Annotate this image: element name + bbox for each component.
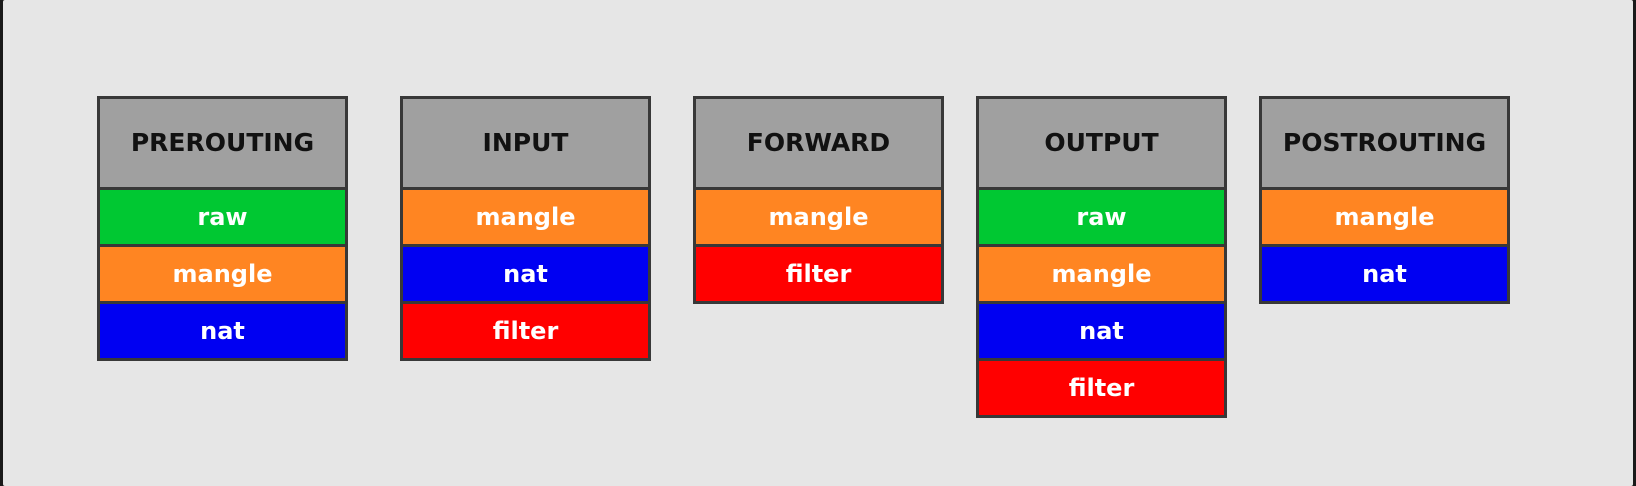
chain-input: INPUT mangle nat filter [400,96,651,361]
table-filter: filter [696,247,941,301]
table-filter: filter [979,361,1224,415]
table-nat: nat [403,247,648,301]
table-mangle: mangle [696,190,941,244]
chain-header: OUTPUT [979,99,1224,187]
table-raw: raw [100,190,345,244]
table-nat: nat [1262,247,1507,301]
table-mangle: mangle [979,247,1224,301]
table-mangle: mangle [1262,190,1507,244]
chain-header: POSTROUTING [1262,99,1507,187]
table-nat: nat [100,304,345,358]
chain-header: PREROUTING [100,99,345,187]
chain-output: OUTPUT raw mangle nat filter [976,96,1227,418]
chain-forward: FORWARD mangle filter [693,96,944,304]
table-filter: filter [403,304,648,358]
table-mangle: mangle [403,190,648,244]
diagram-canvas: PREROUTING raw mangle nat INPUT mangle n… [3,0,1633,486]
table-mangle: mangle [100,247,345,301]
table-raw: raw [979,190,1224,244]
chain-header: FORWARD [696,99,941,187]
table-nat: nat [979,304,1224,358]
chain-prerouting: PREROUTING raw mangle nat [97,96,348,361]
chain-header: INPUT [403,99,648,187]
chain-postrouting: POSTROUTING mangle nat [1259,96,1510,304]
